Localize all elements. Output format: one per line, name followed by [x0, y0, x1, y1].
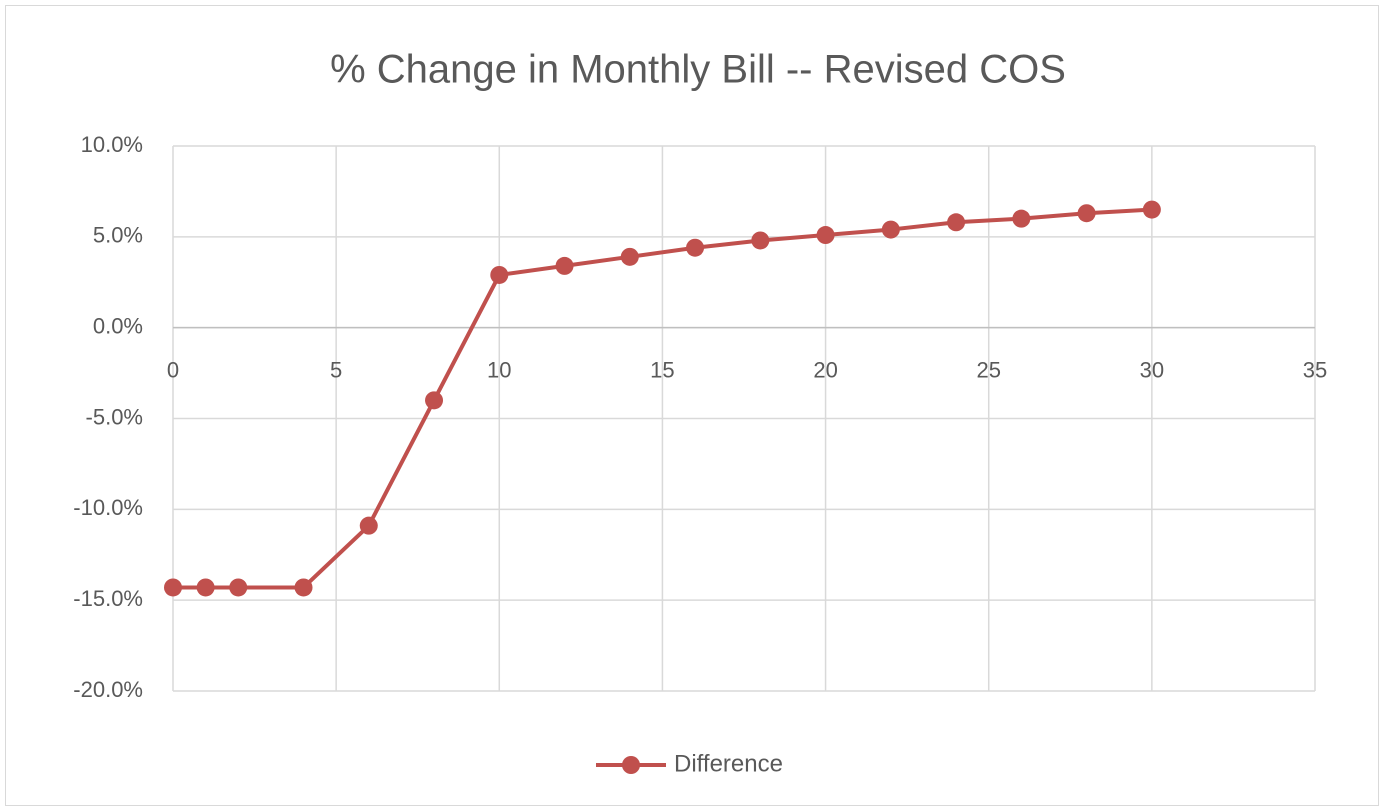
- chart-title: % Change in Monthly Bill -- Revised COS: [330, 48, 1066, 92]
- y-tick-label: 10.0%: [81, 132, 143, 157]
- y-tick-label: -10.0%: [73, 495, 143, 520]
- y-tick-label: 0.0%: [93, 313, 143, 338]
- x-tick-label: 30: [1140, 357, 1164, 382]
- data-point: [555, 256, 574, 275]
- data-point: [1142, 200, 1161, 219]
- legend-marker: [622, 756, 640, 774]
- x-tick-label: 5: [330, 357, 342, 382]
- x-tick-label: 25: [976, 357, 1000, 382]
- data-point: [1077, 204, 1096, 223]
- data-point: [425, 391, 444, 410]
- data-point: [620, 247, 639, 266]
- x-tick-label: 15: [650, 357, 674, 382]
- x-tick-label: 20: [813, 357, 837, 382]
- chart-border: [5, 5, 1379, 806]
- data-point: [751, 231, 770, 250]
- data-point: [686, 238, 705, 257]
- data-point: [490, 265, 509, 284]
- x-tick-label: 0: [167, 357, 179, 382]
- data-point: [881, 220, 900, 239]
- data-point: [816, 226, 835, 245]
- data-point: [1012, 209, 1031, 228]
- x-tick-label: 35: [1303, 357, 1327, 382]
- y-tick-label: 5.0%: [93, 223, 143, 248]
- data-point: [196, 578, 215, 597]
- data-point: [229, 578, 248, 597]
- data-point: [947, 213, 966, 232]
- y-tick-label: -20.0%: [73, 677, 143, 702]
- data-point: [359, 516, 378, 535]
- x-tick-label: 10: [487, 357, 511, 382]
- y-tick-label: -5.0%: [86, 404, 143, 429]
- legend-label: Difference: [674, 750, 783, 777]
- y-tick-label: -15.0%: [73, 586, 143, 611]
- data-point: [294, 578, 313, 597]
- data-point: [164, 578, 182, 597]
